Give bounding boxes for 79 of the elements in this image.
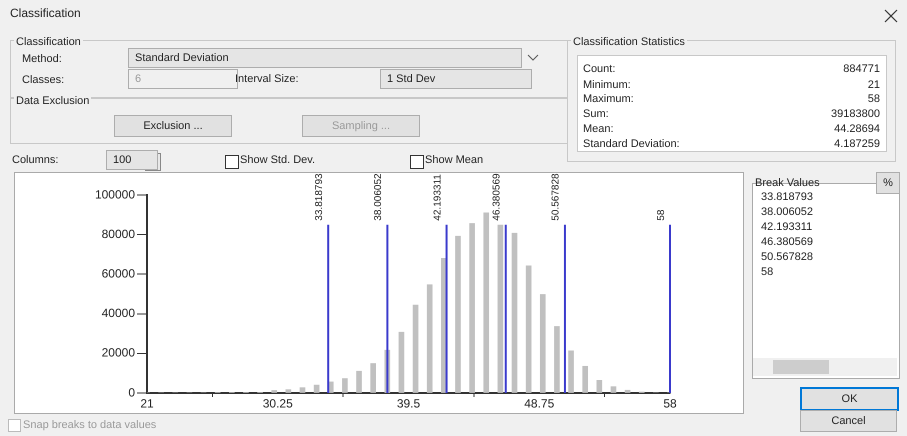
text: Classification [10,6,81,20]
bar [286,389,292,393]
text: Classification [14,35,83,49]
x-tick-label: 48.75 [524,396,555,411]
text: Sum: [583,107,609,121]
x-tick-label: 39.5 [396,396,420,411]
ref-line-label: 50.567828 [550,172,562,221]
x-tick-label: 58 [663,396,677,411]
y-tick-label: 60000 [102,266,136,281]
bar [582,366,588,393]
x-tick-label: 30.25 [262,396,294,411]
x-tick-label: 21 [140,396,154,411]
text: Minimum: [583,78,631,92]
bar [526,266,532,393]
text: Show Mean [425,153,484,167]
text: 44.28694 [834,122,880,136]
text: Columns: [12,153,58,167]
bar [426,284,433,393]
text: Classification Statistics [571,35,687,49]
ref-line-label: 33.818793 [314,172,325,221]
bar [469,223,475,393]
text: Exclusion ... [114,115,232,137]
bar [512,232,518,393]
bar [342,378,348,393]
text: Sampling ... [302,115,420,137]
text: Classes: [22,73,64,87]
y-tick-label: 20000 [102,346,136,360]
text: Show Std. Dev. [240,153,315,167]
text: Data Exclusion [14,94,92,108]
bar [356,370,362,393]
text: 50.567828 [761,251,813,263]
y-tick-label: 80000 [102,226,136,241]
bar [483,212,490,393]
text: Standard Deviation: [583,137,680,151]
text: Snap breaks to data values [23,418,156,432]
text: Break Values [755,176,820,190]
text: 58 [761,265,774,279]
text: 38.006052 [761,206,813,218]
ref-line-label: 58 [656,209,667,221]
y-tick-label: 0 [128,385,136,400]
text: Standard Deviation [128,48,522,68]
bar [624,390,630,393]
text: 46.380569 [761,236,813,248]
y-tick-label: 40000 [102,306,136,320]
bar [398,332,404,393]
text: 21 [868,78,880,92]
bar [498,224,504,393]
ref-line-label: 46.380569 [492,172,503,221]
text: 58 [868,93,880,105]
text: 4.187259 [834,137,880,151]
text: 33.818793 [761,191,813,203]
text: Method: [22,52,62,66]
bar [455,236,461,393]
text: OK [800,387,899,411]
text: Maximum: [583,92,634,106]
text: 100 [106,150,158,170]
text: Cancel [800,410,897,432]
bar [412,304,418,393]
text: Count: [583,62,616,76]
bar [300,387,306,393]
bar [554,326,560,393]
text: 39183800 [831,107,880,121]
text: 6 [135,73,142,85]
text: Interval Size: [235,72,299,86]
bar [271,390,278,393]
text: 42.193311 [761,221,812,233]
ref-line-label: 42.193311 [432,174,444,221]
bar [568,350,574,393]
text: Mean: [583,122,614,136]
bar [596,380,602,393]
bar [540,294,546,393]
text: % [876,172,900,194]
y-tick-label: 100000 [94,187,136,202]
bar [314,384,320,393]
ref-line-label: 38.006052 [373,172,384,221]
text: 1 Std Dev [380,69,532,89]
bar [610,386,616,393]
text: 884771 [843,62,880,76]
bar [370,363,376,393]
